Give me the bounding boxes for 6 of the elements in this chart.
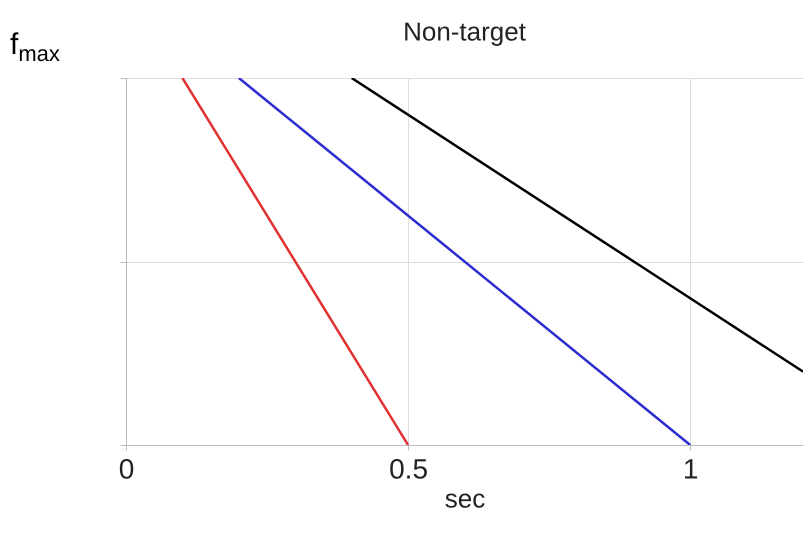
y-axis-title: f$_{max}$ [10, 28, 60, 67]
x-tick-label: 0 [118, 454, 134, 484]
x-tick-label: 1 [682, 454, 698, 484]
x-axis-title: sec [444, 484, 486, 514]
chart-title: Non-target [403, 16, 527, 46]
x-tick-label: 0.5 [389, 454, 428, 484]
